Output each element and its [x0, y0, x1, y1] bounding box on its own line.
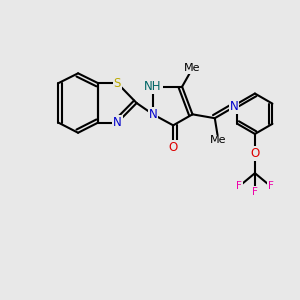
Text: S: S: [114, 76, 121, 90]
Text: O: O: [169, 141, 178, 154]
Text: F: F: [252, 187, 258, 197]
Text: NH: NH: [144, 80, 162, 93]
Text: F: F: [236, 181, 242, 191]
Text: Me: Me: [210, 135, 226, 145]
Text: N: N: [113, 116, 122, 129]
Text: Me: Me: [184, 63, 201, 73]
Text: N: N: [148, 108, 157, 121]
Text: N: N: [230, 100, 239, 113]
Text: O: O: [250, 147, 260, 160]
Text: F: F: [268, 181, 274, 191]
